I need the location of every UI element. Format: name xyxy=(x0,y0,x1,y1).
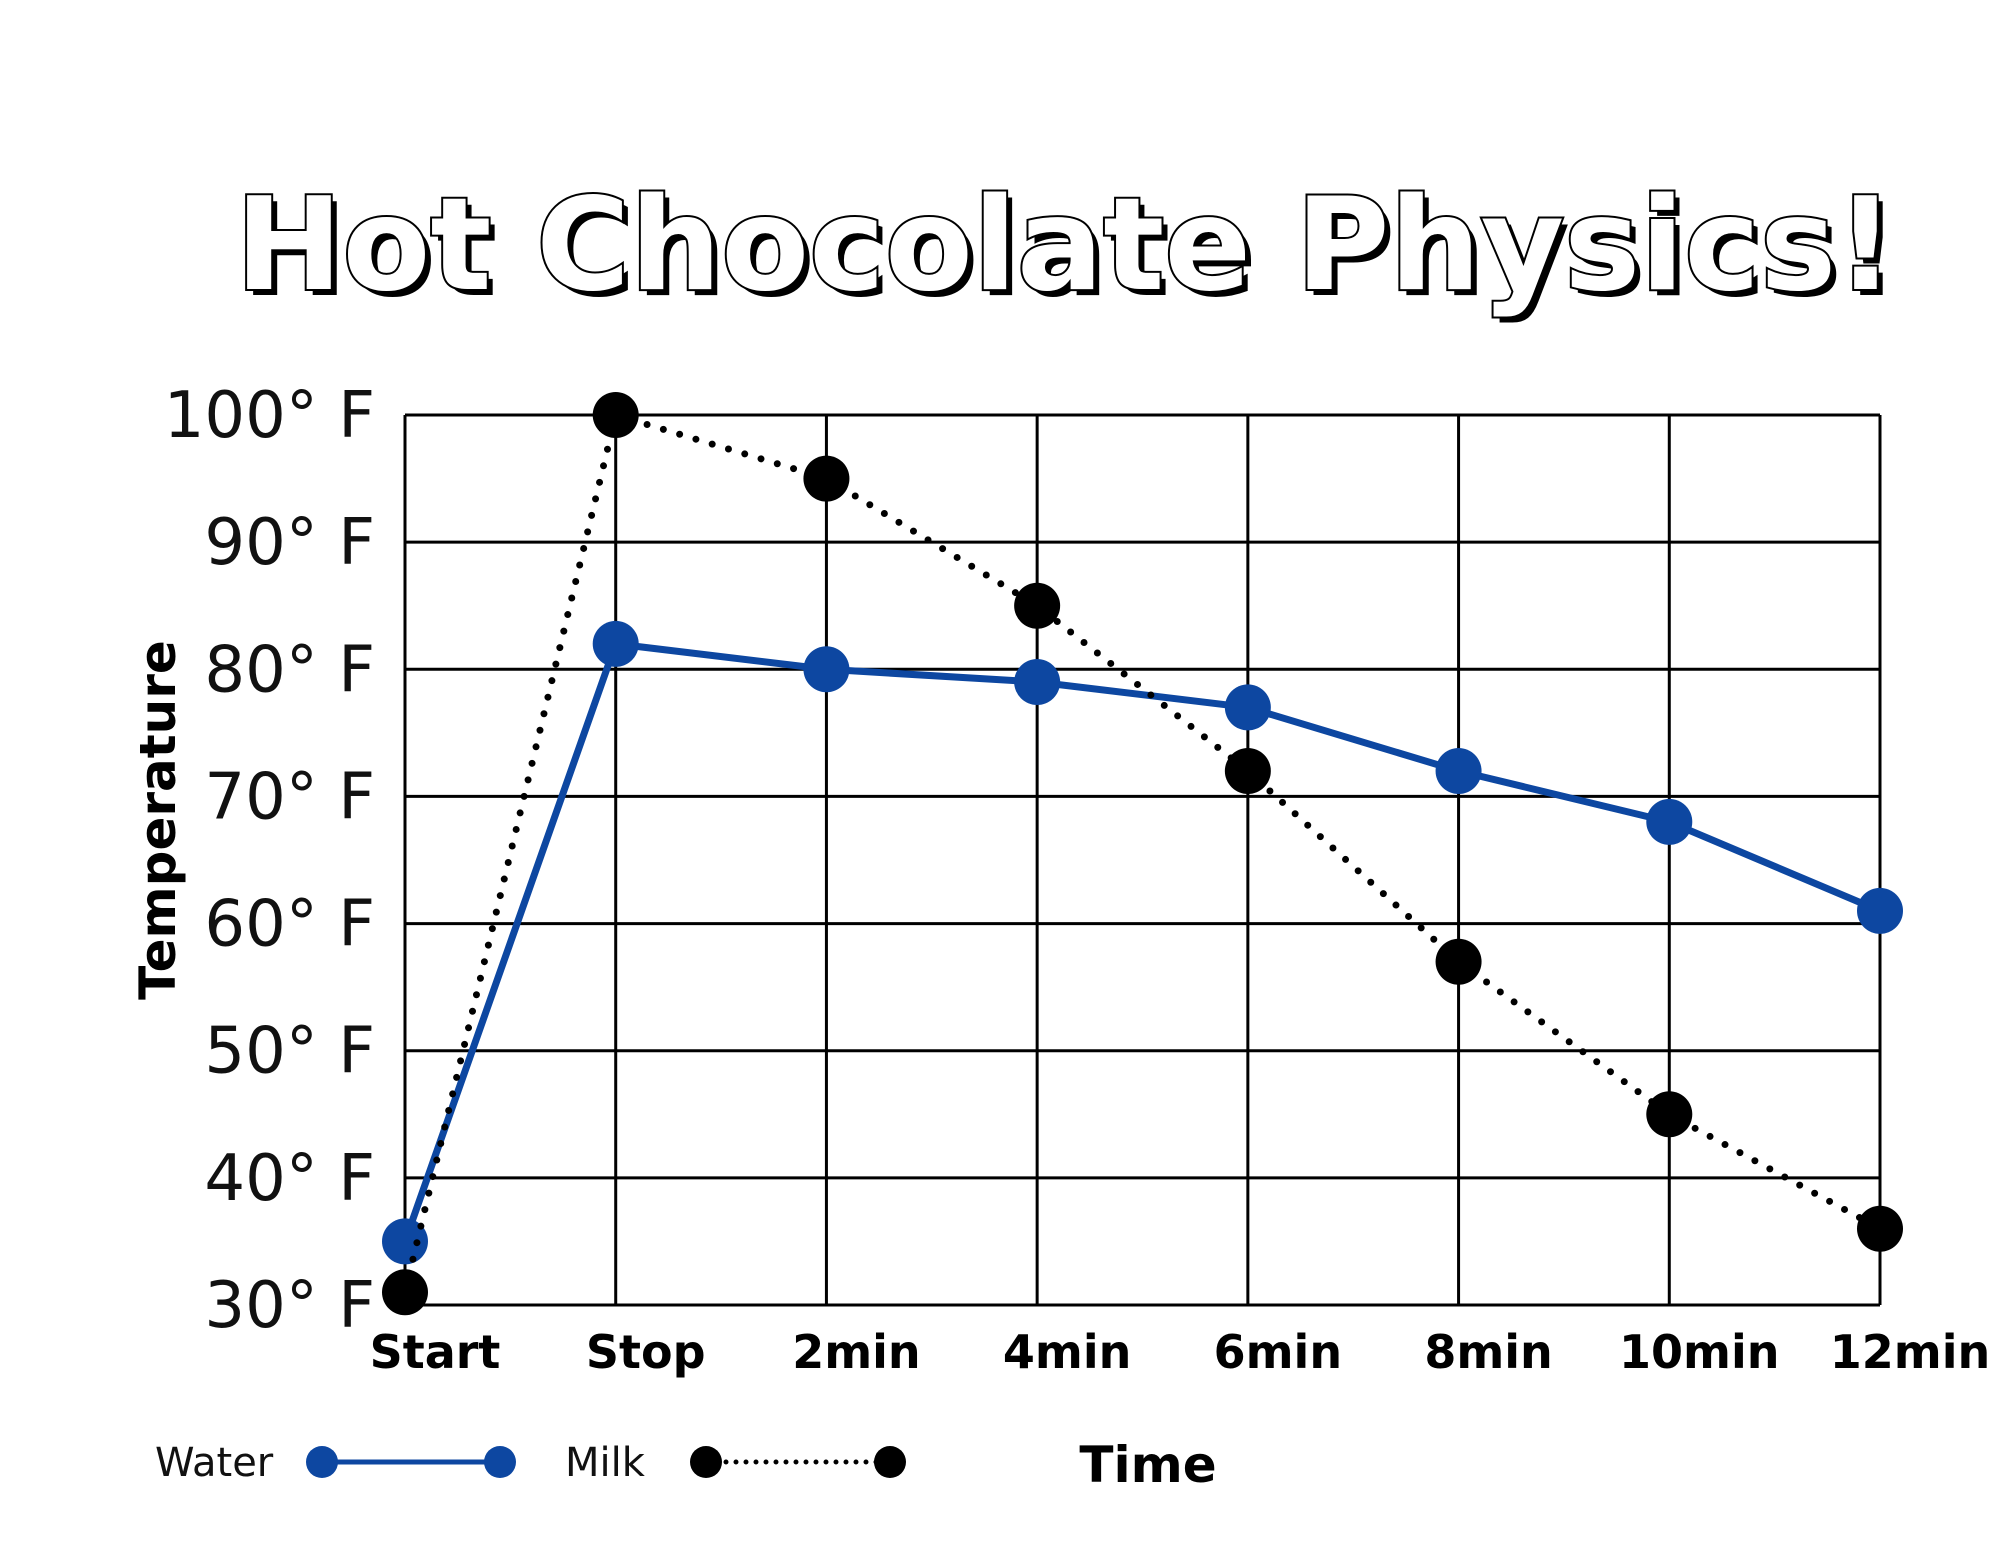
chart-title: Hot Chocolate Physics! Hot Chocolate Phy… xyxy=(233,169,1900,326)
series-milk xyxy=(382,392,1903,1316)
legend-marker xyxy=(690,1446,722,1478)
data-point-water xyxy=(1014,659,1061,705)
legend-marker xyxy=(874,1446,906,1478)
x-tick-label: Start xyxy=(370,1325,501,1379)
data-point-milk xyxy=(1014,582,1061,629)
legend-item-milk: Milk xyxy=(565,1440,906,1486)
legend: Water Milk xyxy=(155,1440,906,1486)
x-tick-label: Stop xyxy=(586,1325,706,1379)
x-tick-label: 4min xyxy=(1003,1325,1131,1379)
series-line-milk xyxy=(401,410,1884,1296)
y-axis-ticks: 30° F 40° F 50° F 60° F 70° F 80° F 90° F 100° … xyxy=(164,379,375,1343)
data-point-water xyxy=(1857,887,1903,934)
x-axis-ticks: Start Stop 2min 4min 6min 8min 10min 12min xyxy=(370,1325,1991,1379)
legend-label: Water xyxy=(155,1440,274,1486)
data-point-water xyxy=(592,620,639,667)
y-tick-label: 80° F xyxy=(204,633,375,707)
data-point-milk xyxy=(592,392,639,438)
chart-title-shadow: Hot Chocolate Physics! xyxy=(241,177,1900,326)
data-point-milk xyxy=(1224,748,1271,794)
legend-label: Milk xyxy=(565,1440,646,1486)
data-point-milk xyxy=(1646,1091,1693,1138)
x-tick-label: 10min xyxy=(1619,1325,1779,1379)
chart-title-text: Hot Chocolate Physics! xyxy=(235,171,1894,320)
data-point-milk xyxy=(382,1269,428,1316)
legend-marker xyxy=(306,1446,338,1478)
x-tick-label: 12min xyxy=(1830,1325,1990,1379)
series-layer xyxy=(382,392,1903,1316)
y-tick-label: 70° F xyxy=(204,760,375,834)
y-tick-label: 90° F xyxy=(204,506,375,580)
y-tick-label: 100° F xyxy=(164,379,375,453)
y-tick-label: 60° F xyxy=(204,888,375,962)
grid xyxy=(403,413,1882,1307)
y-axis-label: Temperature xyxy=(129,640,187,1000)
series-water xyxy=(382,620,1903,1265)
x-tick-label: 2min xyxy=(792,1325,920,1379)
legend-item-water: Water xyxy=(155,1440,516,1486)
y-tick-label: 40° F xyxy=(204,1142,375,1216)
y-tick-label: 50° F xyxy=(204,1015,375,1089)
data-point-water xyxy=(1435,748,1482,794)
data-point-milk xyxy=(1435,938,1482,985)
legend-marker xyxy=(484,1446,516,1478)
data-point-water xyxy=(803,646,850,693)
x-axis-label: Time xyxy=(1079,1436,1216,1494)
data-point-water xyxy=(1646,798,1693,845)
y-tick-label: 30° F xyxy=(204,1269,375,1343)
data-point-milk xyxy=(803,455,850,502)
x-tick-label: 6min xyxy=(1214,1325,1342,1379)
x-tick-label: 8min xyxy=(1424,1325,1552,1379)
data-point-water xyxy=(382,1218,428,1265)
data-point-milk xyxy=(1857,1205,1903,1252)
data-point-water xyxy=(1224,684,1271,731)
series-line-water xyxy=(401,640,1882,1243)
